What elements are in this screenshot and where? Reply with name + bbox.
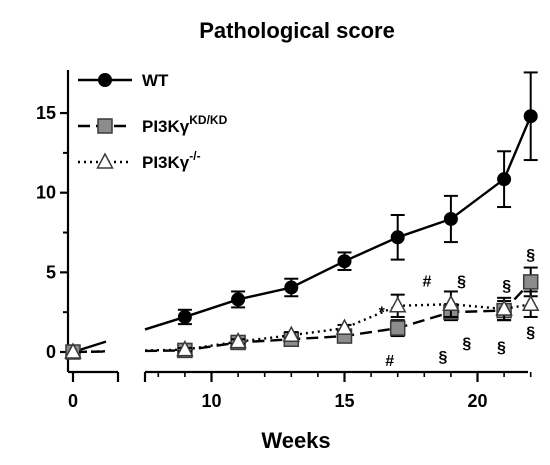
data-point — [442, 294, 460, 311]
significance-annotation: § — [497, 339, 506, 356]
data-point — [390, 230, 405, 245]
y-tick-label: 15 — [36, 103, 56, 123]
y-tick-label: 0 — [46, 342, 56, 362]
data-point — [337, 254, 352, 269]
legend-label: WT — [142, 71, 169, 90]
data-point — [177, 309, 192, 324]
data-point — [523, 109, 538, 124]
axes: 0 5 10 15 0 10 15 20 — [36, 70, 532, 411]
significance-annotation: § — [462, 335, 471, 352]
x-tick-label: 0 — [68, 391, 78, 411]
y-tick-label: 5 — [46, 262, 56, 282]
data-point — [388, 296, 407, 313]
data-point — [521, 294, 540, 311]
legend-marker — [96, 152, 114, 169]
legend-marker — [98, 73, 112, 87]
data-point — [64, 342, 82, 359]
legend-label: PI3KγKD/KD — [142, 113, 228, 136]
x-tick-label: 10 — [201, 391, 221, 411]
y-tick-label: 10 — [36, 183, 56, 203]
significance-annotation: * — [379, 304, 386, 321]
data-point — [443, 211, 458, 226]
data-point — [284, 280, 299, 295]
series-line — [144, 115, 532, 331]
significance-annotation: § — [526, 247, 535, 264]
series-layer — [64, 71, 540, 360]
legend-label-superscript: -/- — [189, 149, 200, 163]
data-point — [335, 318, 354, 335]
significance-annotation: § — [526, 324, 535, 341]
significance-annotation: § — [438, 349, 447, 366]
data-point — [522, 274, 539, 290]
significance-annotation: # — [423, 273, 432, 290]
data-point — [497, 172, 512, 187]
data-point — [176, 340, 194, 357]
x-tick-label: 15 — [334, 391, 354, 411]
data-point — [389, 320, 406, 336]
significance-annotation: # — [385, 353, 394, 370]
significance-annotation: § — [457, 273, 466, 290]
data-point — [282, 325, 301, 343]
series-2 — [64, 290, 540, 359]
data-point — [229, 332, 247, 349]
x-axis-label: Weeks — [261, 428, 330, 453]
significance-annotation: § — [502, 278, 511, 295]
series-0 — [66, 71, 538, 359]
legend-label-superscript: KD/KD — [189, 113, 227, 127]
x-tick-label: 20 — [467, 391, 487, 411]
data-point — [495, 299, 513, 316]
legend-marker — [97, 118, 113, 134]
data-point — [231, 292, 246, 307]
chart-title: Pathological score — [199, 18, 395, 43]
annotation-layer: * # § § § § # § § § — [379, 247, 536, 370]
legend-label: PI3Kγ-/- — [142, 149, 201, 172]
legend: WT PI3KγKD/KD PI3Kγ-/- — [78, 71, 228, 172]
